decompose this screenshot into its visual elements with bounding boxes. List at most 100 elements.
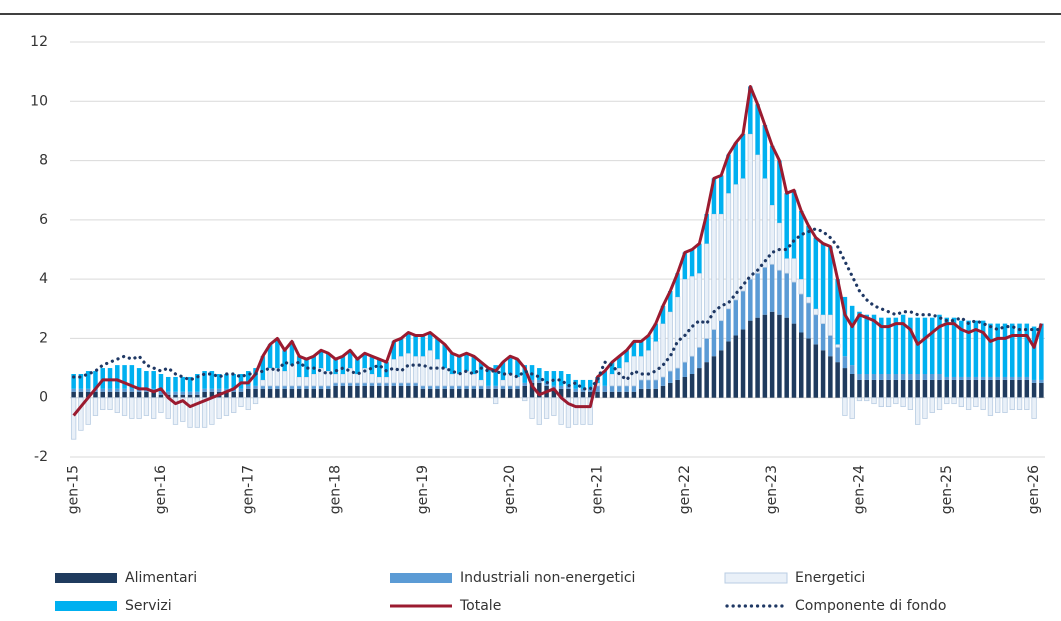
bar-segment — [791, 190, 797, 259]
bar-segment — [944, 376, 950, 380]
bar-segment — [624, 385, 629, 392]
bar-segment — [748, 320, 753, 398]
bar-segment — [835, 279, 840, 345]
bar-segment — [929, 397, 935, 413]
bar-segment — [507, 373, 513, 387]
bar-segment — [115, 365, 120, 389]
bar-segment — [318, 388, 324, 398]
bar-segment — [71, 391, 76, 398]
bar-segment — [900, 397, 906, 408]
bar-segment — [326, 385, 331, 389]
bar-segment — [144, 371, 149, 389]
bar-segment — [791, 257, 797, 283]
bar-segment — [951, 397, 957, 405]
bar-segment — [995, 376, 1000, 380]
bar-segment — [333, 385, 338, 398]
bar-segment — [231, 374, 236, 389]
bar-segment — [515, 388, 520, 398]
bar-segment — [296, 388, 302, 398]
bar-segment — [457, 356, 462, 374]
bar-segment — [413, 385, 418, 398]
bar-segment — [733, 299, 739, 336]
bar-segment — [973, 379, 979, 398]
bar-segment — [653, 388, 658, 398]
bar-segment — [231, 391, 236, 398]
bar-segment — [587, 397, 593, 425]
bar-segment — [202, 371, 207, 389]
bar-segment — [427, 385, 433, 389]
bar-segment — [376, 385, 382, 398]
bar-segment — [609, 373, 615, 387]
bar-segment — [296, 376, 302, 387]
bar-segment — [885, 397, 892, 408]
bar-segment — [638, 355, 644, 381]
bar-segment — [849, 397, 855, 419]
bar-segment — [281, 370, 288, 387]
bar-segment — [849, 305, 855, 366]
bar-segment — [617, 385, 622, 392]
bar-segment — [704, 213, 709, 244]
bar-segment — [158, 397, 164, 413]
bar-segment — [289, 341, 295, 366]
legend-label: Servizi — [125, 598, 172, 614]
bar-segment — [668, 291, 673, 312]
bar-segment — [478, 362, 484, 380]
bar-segment — [129, 388, 135, 392]
bar-segment — [1017, 323, 1022, 377]
bar-segment — [354, 373, 361, 384]
y-tick-label: 0 — [39, 390, 48, 406]
bar-segment — [471, 388, 477, 398]
bar-segment — [463, 370, 470, 387]
bar-segment — [915, 397, 921, 425]
bar-segment — [180, 376, 186, 392]
bar-segment — [602, 385, 608, 392]
bar-segment — [871, 374, 877, 380]
bar-segment — [267, 388, 273, 398]
bar-segment — [78, 374, 84, 389]
bar-segment — [275, 385, 280, 389]
bar-segment — [515, 359, 520, 377]
bar-segment — [391, 382, 397, 386]
bar-segment — [493, 388, 498, 398]
bar-segment — [93, 391, 98, 398]
bar-segment — [762, 267, 768, 315]
bar-segment — [121, 397, 128, 416]
bar-segment — [311, 356, 317, 374]
bar-segment — [748, 279, 753, 321]
bar-segment — [973, 397, 979, 408]
bar-segment — [172, 397, 179, 425]
bar-segment — [1017, 379, 1022, 398]
bar-segment — [558, 371, 564, 386]
bar-segment — [776, 222, 783, 271]
bar-segment — [238, 388, 244, 392]
bar-segment — [798, 293, 804, 333]
bar-segment — [457, 385, 462, 389]
bar-segment — [384, 385, 389, 398]
bar-segment — [267, 385, 273, 389]
bar-segment — [551, 388, 557, 398]
bar-segment — [369, 385, 375, 398]
bar-segment — [937, 374, 942, 380]
bar-segment — [842, 397, 848, 416]
bar-segment — [515, 385, 520, 389]
bar-segment — [1031, 379, 1037, 383]
x-tick-label: gen-26 — [1026, 465, 1042, 514]
bar-segment — [246, 371, 251, 386]
bar-segment — [856, 397, 863, 402]
bar-segment — [238, 397, 244, 408]
bar-segment — [580, 379, 586, 389]
legend-swatch — [55, 601, 117, 611]
bar-segment — [464, 385, 469, 389]
bar-segment — [842, 356, 848, 369]
bar-segment — [282, 388, 287, 398]
bar-segment — [806, 225, 811, 297]
bar-segment — [435, 338, 440, 360]
bar-segment — [937, 314, 942, 374]
bar-segment — [478, 385, 484, 389]
bar-segment — [391, 385, 397, 398]
bar-segment — [253, 385, 258, 389]
bar-segment — [558, 397, 564, 425]
y-tick-label: 12 — [30, 34, 48, 50]
bar-segment — [398, 338, 404, 357]
